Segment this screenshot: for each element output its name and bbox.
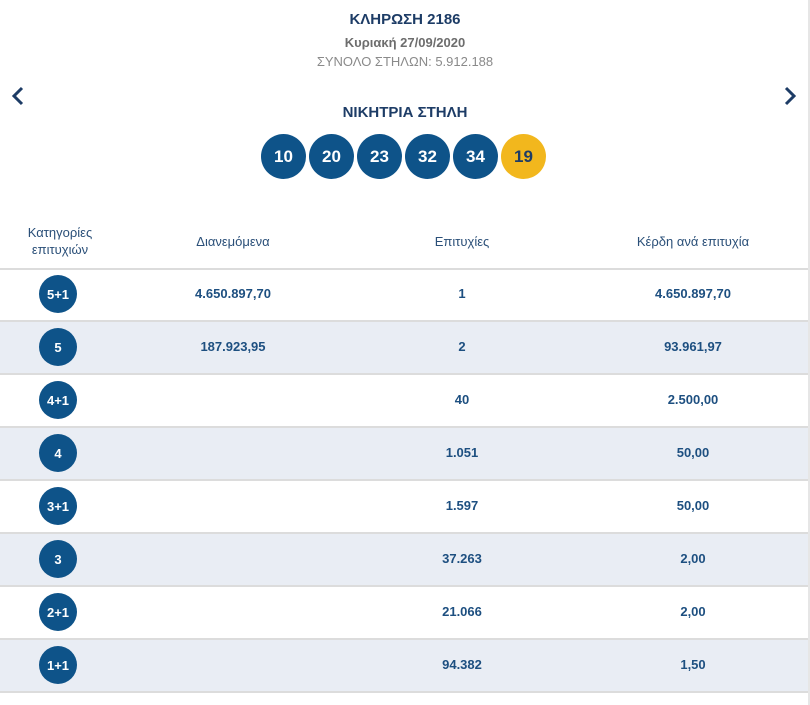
table-row: 4 1.051 50,00	[0, 428, 810, 481]
category-badge: 4+1	[39, 381, 77, 419]
category-badge: 2+1	[39, 593, 77, 631]
next-draw-button[interactable]	[780, 84, 802, 108]
winners-cell: 21.066	[442, 604, 482, 619]
prize-cell: 2,00	[680, 604, 706, 619]
previous-draw-button[interactable]	[8, 84, 30, 108]
table-row: 3 37.263 2,00	[0, 534, 810, 587]
prize-cell: 2.500,00	[667, 392, 719, 407]
page-edge-divider	[808, 0, 810, 705]
table-row: 3+1 1.597 50,00	[0, 481, 810, 534]
number-ball: 23	[357, 134, 402, 179]
distributed-cell: 4.650.897,70	[195, 286, 271, 301]
category-badge: 5	[39, 328, 77, 366]
joker-ball: 19	[501, 134, 546, 179]
prize-cell: 50,00	[676, 445, 710, 460]
prize-cell: 4.650.897,70	[655, 286, 731, 301]
winners-cell: 1	[458, 286, 466, 301]
header-distributed: Διανεμόμενα	[196, 234, 270, 249]
chevron-right-icon	[784, 86, 797, 106]
table-row: 2+1 21.066 2,00	[0, 587, 810, 640]
draw-title: ΚΛΗΡΩΣΗ 2186	[349, 11, 461, 28]
prize-cell: 93.961,97	[664, 339, 722, 354]
winners-cell: 94.382	[442, 657, 482, 672]
draw-date: Κυριακή 27/09/2020	[344, 35, 466, 50]
total-columns: ΣΥΝΟΛΟ ΣΤΗΛΩΝ: 5.912.188	[316, 54, 494, 69]
category-badge: 4	[39, 434, 77, 472]
header-category: Κατηγορίες επιτυχιών	[27, 225, 93, 257]
winning-numbers: 10 20 23 32 34 19	[261, 134, 546, 180]
header-prize: Κέρδη ανά επιτυχία	[636, 234, 750, 249]
table-row: 4+1 40 2.500,00	[0, 375, 810, 428]
winners-cell: 2	[458, 339, 466, 354]
prize-cell: 2,00	[680, 551, 706, 566]
category-badge: 3	[39, 540, 77, 578]
category-badge: 5+1	[39, 275, 77, 313]
winners-cell: 40	[454, 392, 470, 407]
number-ball: 20	[309, 134, 354, 179]
chevron-left-icon	[11, 86, 24, 106]
prize-cell: 1,50	[680, 657, 706, 672]
number-ball: 32	[405, 134, 450, 179]
table-row: 1+1 94.382 1,50	[0, 640, 810, 693]
number-ball: 34	[453, 134, 498, 179]
winners-cell: 1.597	[445, 498, 479, 513]
winners-cell: 1.051	[445, 445, 479, 460]
number-ball: 10	[261, 134, 306, 179]
category-badge: 1+1	[39, 646, 77, 684]
category-badge: 3+1	[39, 487, 77, 525]
winning-column-label: ΝΙΚΗΤΡΙΑ ΣΤΗΛΗ	[342, 104, 468, 121]
table-row: 5+1 4.650.897,70 1 4.650.897,70	[0, 269, 810, 322]
distributed-cell: 187.923,95	[200, 339, 266, 354]
header-winners: Επιτυχίες	[434, 234, 490, 249]
table-row: 5 187.923,95 2 93.961,97	[0, 322, 810, 375]
winners-cell: 37.263	[442, 551, 482, 566]
results-table: 5+1 4.650.897,70 1 4.650.897,70 5 187.92…	[0, 269, 810, 693]
prize-cell: 50,00	[676, 498, 710, 513]
table-header: Κατηγορίες επιτυχιών Διανεμόμενα Επιτυχί…	[0, 218, 810, 270]
